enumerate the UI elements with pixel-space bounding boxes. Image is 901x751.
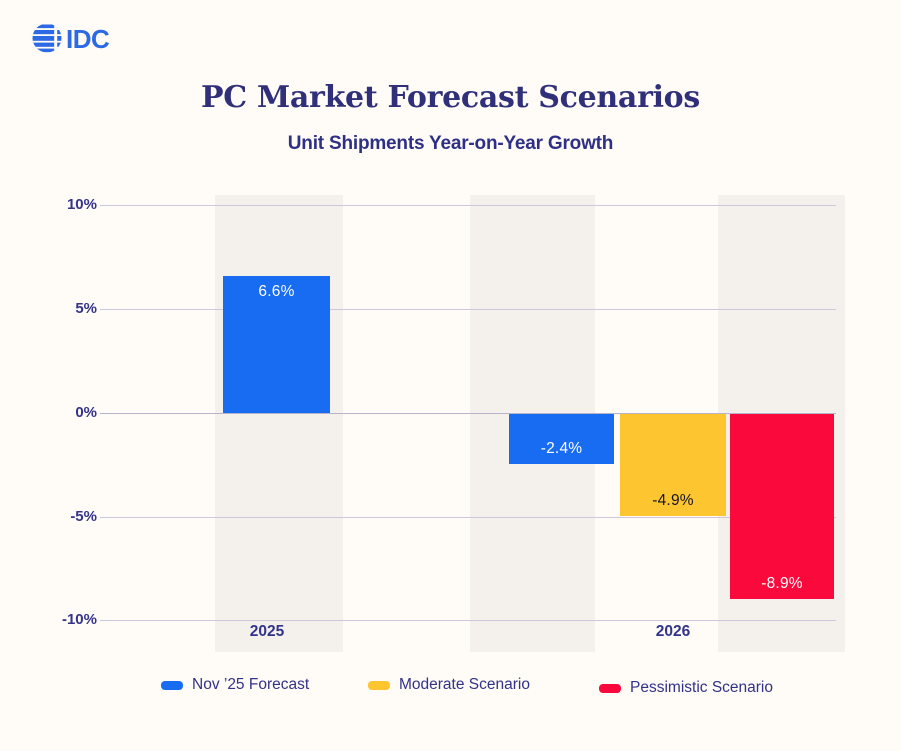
legend-item-moderate-scenario[interactable]: Moderate Scenario: [368, 676, 530, 694]
y-axis-tick: 10%: [66, 196, 97, 213]
y-axis-tick: 0%: [75, 404, 97, 421]
svg-text:IDC: IDC: [66, 24, 110, 54]
bar-2026-moderate-scenario[interactable]: -4.9%: [620, 414, 726, 516]
bar-value-label: -4.9%: [652, 492, 694, 509]
legend-label: Moderate Scenario: [399, 676, 530, 693]
y-axis-tick: 5%: [75, 300, 97, 317]
legend-item-pessimistic-scenario[interactable]: Pessimistic Scenario: [599, 679, 773, 697]
gridline-neg10: [100, 620, 836, 621]
legend-label: Nov ’25 Forecast: [192, 676, 310, 693]
x-axis-label-2025: 2025: [249, 623, 285, 640]
bar-value-label: -2.4%: [540, 440, 583, 457]
gridline-10: [100, 205, 836, 206]
bar-2026-nov-forecast[interactable]: -2.4%: [509, 414, 614, 464]
legend-swatch-red: [599, 683, 621, 693]
chart-title: PC Market Forecast Scenarios: [201, 80, 700, 115]
legend-item-nov-25-forecast[interactable]: Nov ’25 Forecast: [161, 676, 309, 694]
gridline-0: [100, 413, 836, 414]
idc-logo: IDC: [30, 22, 125, 56]
bar-2026-pessimistic-scenario[interactable]: -8.9%: [730, 414, 834, 599]
bar-2025-nov-forecast[interactable]: 6.6%: [223, 276, 330, 413]
legend-label: Pessimistic Scenario: [630, 679, 773, 696]
y-axis-tick: -10%: [61, 611, 97, 628]
y-axis-tick: -5%: [70, 508, 97, 525]
chart-subtitle: Unit Shipments Year-on-Year Growth: [287, 133, 614, 154]
legend-swatch-yellow: [368, 680, 390, 690]
category-band-2025: [215, 195, 343, 652]
bar-value-label: 6.6%: [258, 283, 295, 300]
idc-globe-icon: IDC: [32, 23, 111, 54]
x-axis-label-2026: 2026: [655, 623, 691, 640]
bar-value-label: -8.9%: [761, 575, 803, 592]
gridline-neg5: [100, 517, 836, 518]
gridline-5: [100, 309, 836, 310]
legend-swatch-blue: [161, 680, 183, 690]
